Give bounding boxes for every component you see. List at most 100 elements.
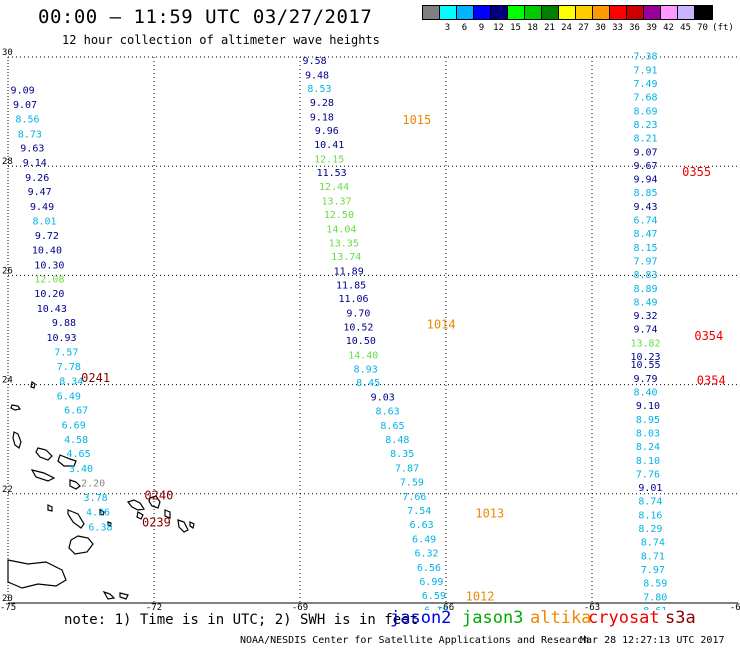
legend-item-s3a: s3a	[665, 608, 696, 628]
wave-height-value: 6.59	[422, 591, 446, 602]
wave-height-value: 9.67	[633, 161, 657, 172]
scale-tick-label: 15	[510, 23, 521, 33]
coastline	[164, 509, 171, 519]
coastline	[136, 511, 144, 520]
wave-height-value: 9.14	[23, 158, 47, 169]
footer-note: note: 1) Time is in UTC; 2) SWH is in fe…	[64, 612, 419, 628]
coastline	[102, 590, 116, 600]
wave-height-value: 8.65	[380, 421, 404, 432]
wave-height-value: 9.03	[371, 392, 395, 403]
longitude-tick-label: -72	[146, 603, 162, 610]
coastline	[68, 535, 94, 555]
scale-tick-label: 42	[663, 23, 674, 33]
latitude-tick-label: 30	[2, 48, 13, 58]
longitude-tick-label: -63	[584, 603, 600, 610]
pass-time-label: 1013	[475, 506, 504, 520]
wave-height-value: 9.07	[13, 100, 37, 111]
scale-tick-label: 21	[544, 23, 555, 33]
pass-time-label: 1014	[427, 317, 456, 331]
wave-height-map: -75 -72 -69 -66 -63 -60 30 28 26 24 22 20 9.09 9.07 8.…	[0, 48, 740, 610]
wave-height-value: 7.49	[633, 79, 657, 90]
wave-height-value: 8.45	[356, 378, 380, 389]
legend-item-cryosat: cryosat	[588, 608, 660, 628]
wave-height-value: 7.97	[641, 565, 665, 576]
color-scale-swatches	[422, 5, 713, 20]
wave-height-value: 8.24	[636, 442, 660, 453]
wave-height-value: 9.63	[20, 143, 44, 154]
coastline	[10, 404, 21, 411]
wave-height-value: 11.85	[336, 281, 366, 292]
wave-height-value: 8.71	[641, 551, 665, 562]
wave-height-value: 6.38	[88, 522, 112, 533]
wave-height-value: 6.99	[419, 577, 443, 588]
map-title: 00:00 – 11:59 UTC 03/27/2017	[38, 6, 373, 28]
wave-height-value: 7.91	[633, 65, 657, 76]
wave-height-value: 9.72	[35, 231, 59, 242]
scale-swatch	[610, 6, 627, 19]
wave-height-value: 8.95	[636, 415, 660, 426]
wave-height-value: 8.23	[633, 120, 657, 131]
wave-height-value: 10.40	[32, 246, 62, 257]
scale-swatch	[695, 6, 712, 19]
scale-tick-label: 30	[595, 23, 606, 33]
coastline	[148, 495, 161, 509]
wave-height-value: 8.01	[32, 217, 56, 228]
wave-height-value: 9.10	[636, 401, 660, 412]
latitude-tick-label: 28	[2, 157, 13, 167]
wave-height-value: 4.65	[67, 449, 91, 460]
wave-height-value: 12.50	[324, 210, 354, 221]
wave-height-value: 12.44	[319, 182, 349, 193]
scale-tick-label: 6	[461, 23, 468, 33]
pass-time-label: 0239	[142, 516, 171, 530]
coastline	[119, 592, 129, 600]
coastline	[57, 454, 77, 467]
wave-height-value: 8.74	[641, 538, 665, 549]
wave-height-value: 8.74	[638, 497, 662, 508]
wave-height-value: 14.40	[348, 350, 378, 361]
wave-height-value: 8.83	[633, 270, 657, 281]
legend-item-altika: altika	[530, 608, 592, 628]
wave-height-value: 8.53	[307, 84, 331, 95]
scale-swatch	[440, 6, 457, 19]
wave-height-value: 13.82	[630, 338, 660, 349]
wave-height-value: 9.32	[633, 311, 657, 322]
wave-height-value: 7.54	[407, 506, 431, 517]
wave-height-value: 9.01	[638, 483, 662, 494]
scale-swatch	[542, 6, 559, 19]
wave-height-value: 8.49	[633, 297, 657, 308]
coastline	[30, 381, 36, 389]
wave-height-value: 13.35	[329, 238, 359, 249]
longitude-tick-label: -60	[730, 603, 740, 610]
wave-height-value: 8.21	[633, 134, 657, 145]
wave-height-value: 13.37	[321, 196, 351, 207]
coastline	[177, 519, 189, 533]
wave-height-value: 9.79	[633, 374, 657, 385]
wave-height-value: 8.15	[633, 243, 657, 254]
wave-height-value: 12.08	[34, 274, 64, 285]
scale-tick-label: 24	[561, 23, 572, 33]
scale-swatch	[423, 6, 440, 19]
wave-height-value: 9.74	[633, 325, 657, 336]
scale-tick-label: 3	[444, 23, 451, 33]
wave-height-value: 8.16	[638, 510, 662, 521]
wave-height-value: 8.10	[636, 456, 660, 467]
scale-tick-label: 36	[629, 23, 640, 33]
wave-height-value: 9.58	[303, 56, 327, 67]
longitude-tick-label: -75	[0, 603, 16, 610]
wave-height-value: 7.76	[636, 469, 660, 480]
wave-height-value: 9.94	[633, 175, 657, 186]
scale-swatch	[491, 6, 508, 19]
wave-height-value: 10.52	[343, 323, 373, 334]
color-scale-ticks: 3 6 9 12 15 18 21 24 27 30 33 36 39 42 45 70 (ft)	[422, 20, 734, 33]
wave-height-value: 9.70	[346, 308, 370, 319]
wave-height-value: 11.89	[334, 266, 364, 277]
coastline	[47, 504, 53, 512]
latitude-tick-label: 22	[2, 485, 13, 495]
wave-height-value: 10.50	[346, 336, 376, 347]
wave-height-value: 6.18	[424, 605, 448, 610]
wave-height-value: 6.67	[64, 406, 88, 417]
wave-height-value: 9.48	[305, 70, 329, 81]
pass-time-label: 0241	[81, 371, 110, 385]
scale-tick-label: 33	[612, 23, 623, 33]
wave-height-value: 9.09	[11, 86, 35, 97]
